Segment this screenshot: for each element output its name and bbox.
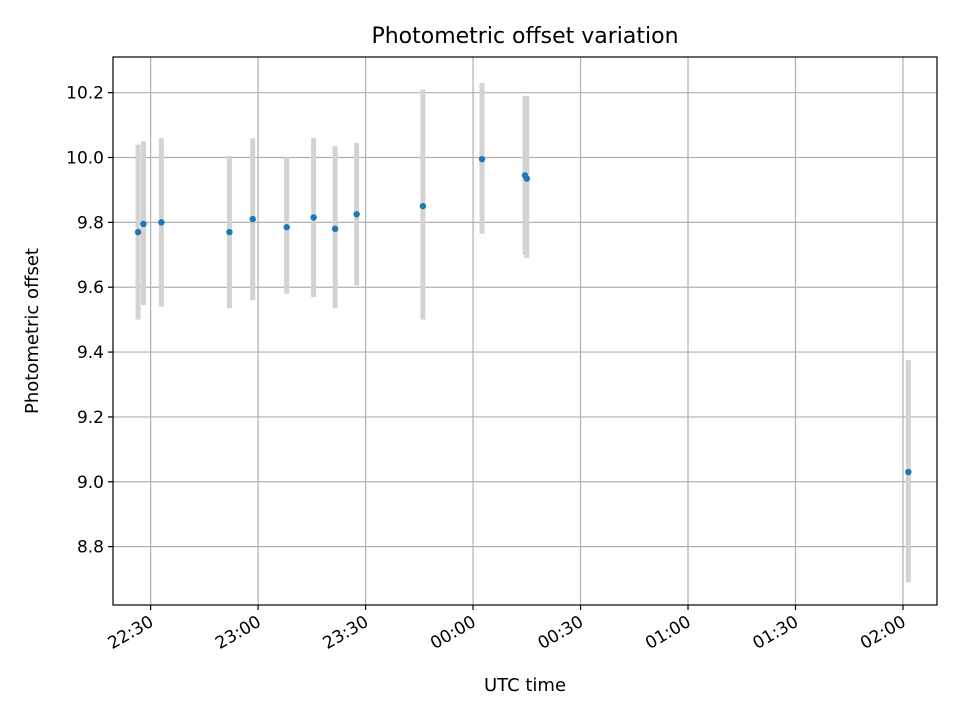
data-point bbox=[134, 228, 142, 236]
plot-frame bbox=[112, 56, 938, 606]
data-point bbox=[249, 215, 256, 223]
y-tick-label: 9.2 bbox=[77, 408, 104, 428]
y-tick-label: 10.2 bbox=[66, 84, 104, 104]
data-point bbox=[140, 220, 147, 228]
data-point bbox=[331, 225, 339, 233]
y-tick-label: 9.8 bbox=[77, 213, 104, 233]
data-point bbox=[310, 214, 317, 221]
data-point bbox=[158, 219, 165, 226]
data-point bbox=[905, 468, 912, 476]
y-tick-label: 9.4 bbox=[77, 343, 104, 363]
chart-title: Photometric offset variation bbox=[371, 24, 678, 49]
data-point bbox=[226, 228, 233, 236]
x-axis-label: UTC time bbox=[484, 675, 566, 696]
y-axis-label: Photometric offset bbox=[22, 248, 43, 414]
data-point bbox=[523, 175, 530, 182]
y-tick-label: 9.6 bbox=[77, 278, 104, 298]
data-points bbox=[134, 155, 912, 476]
y-tick-label: 8.8 bbox=[77, 538, 104, 558]
data-point bbox=[478, 155, 486, 163]
data-point bbox=[283, 224, 290, 231]
y-axis: 8.8 9.0 9.2 9.4 9.6 9.8 10.0 10.2 bbox=[66, 84, 113, 558]
y-tick-label: 9.0 bbox=[77, 473, 104, 493]
data-point bbox=[353, 211, 360, 218]
y-tick-label: 10.0 bbox=[66, 149, 104, 169]
data-point bbox=[419, 202, 427, 210]
